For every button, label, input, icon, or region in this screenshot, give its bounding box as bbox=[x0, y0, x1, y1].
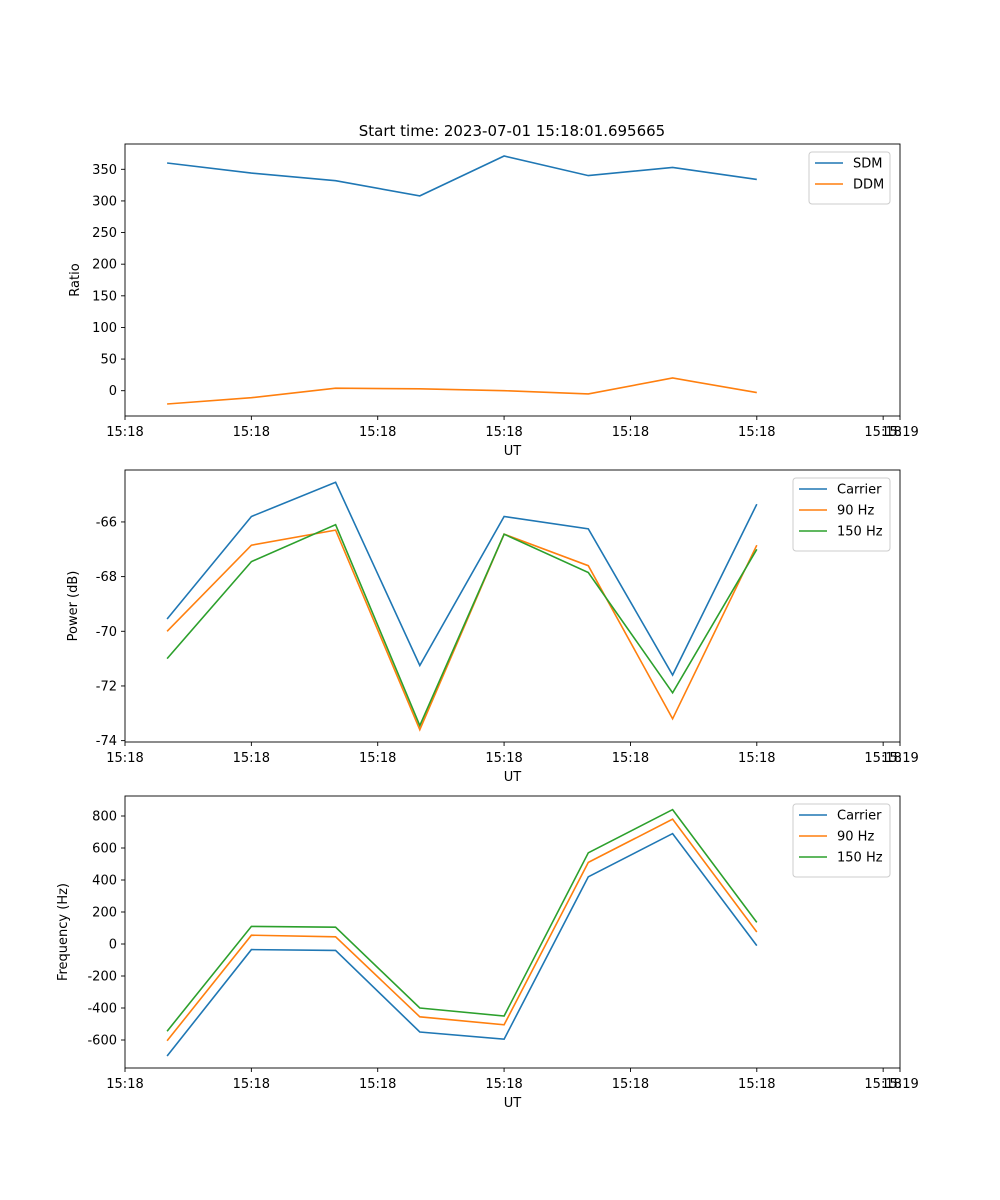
figure-title: Start time: 2023-07-01 15:18:01.695665 bbox=[359, 122, 665, 140]
x-tick-label: 15:18 bbox=[359, 425, 396, 440]
x-tick-label: 15:19 bbox=[881, 425, 918, 440]
legend-label-150-hz: 150 Hz bbox=[837, 851, 883, 866]
x-tick-label: 15:18 bbox=[106, 751, 143, 766]
y-tick-label: 0 bbox=[109, 938, 117, 953]
series-line-ddm bbox=[167, 377, 757, 405]
x-axis-label: UT bbox=[504, 770, 522, 785]
plot-frame bbox=[124, 795, 901, 1069]
y-tick-label: -600 bbox=[87, 1034, 117, 1049]
power-panel: -74 -72 -70 -68 -66 15:18 15:18 15:18 15:18 15:18… bbox=[66, 469, 919, 785]
x-tick-label: 15:18 bbox=[106, 1077, 143, 1092]
x-tick-label: 15:18 bbox=[485, 425, 522, 440]
plot-frame bbox=[124, 469, 901, 743]
x-tick-label: 15:18 bbox=[106, 425, 143, 440]
y-tick-label: 350 bbox=[92, 163, 117, 178]
x-tick-label: 15:18 bbox=[738, 425, 775, 440]
legend-box bbox=[808, 151, 891, 205]
legend-label-sdm: SDM bbox=[853, 157, 882, 172]
series-line-90-hz bbox=[166, 529, 758, 732]
x-tick-label: 15:18 bbox=[485, 751, 522, 766]
y-tick-label: -74 bbox=[96, 734, 117, 749]
y-tick-label: 200 bbox=[92, 906, 117, 921]
series-line-carrier bbox=[166, 481, 758, 677]
x-tick-label: 15:18 bbox=[612, 1077, 649, 1092]
series-line-sdm bbox=[167, 155, 757, 197]
series-line-150-hz bbox=[166, 808, 758, 1032]
x-tick-label: 15:18 bbox=[864, 425, 901, 440]
x-tick-label: 15:18 bbox=[359, 1077, 396, 1092]
y-tick-label: -72 bbox=[96, 679, 117, 694]
x-tick-label: 15:18 bbox=[612, 425, 649, 440]
y-tick-label: 0 bbox=[109, 384, 117, 399]
y-tick-label: 300 bbox=[92, 194, 117, 209]
legend-label-90-hz: 90 Hz bbox=[837, 504, 874, 519]
x-tick-label: 15:19 bbox=[881, 1077, 918, 1092]
x-axis-label: UT bbox=[504, 444, 522, 459]
y-tick-label: -68 bbox=[96, 570, 117, 585]
x-tick-label: 15:18 bbox=[612, 751, 649, 766]
series-line-90-hz bbox=[166, 818, 758, 1042]
y-tick-label: 200 bbox=[92, 258, 117, 273]
y-tick-label: -70 bbox=[96, 625, 117, 640]
legend: SDM DDM bbox=[808, 151, 891, 205]
x-tick-label: 15:18 bbox=[359, 751, 396, 766]
y-tick-label: 150 bbox=[92, 289, 117, 304]
y-tick-label: 800 bbox=[92, 810, 117, 825]
y-axis-label: Frequency (Hz) bbox=[56, 883, 71, 981]
x-axis-label: UT bbox=[504, 1096, 522, 1111]
legend-label-150-hz: 150 Hz bbox=[837, 525, 883, 540]
x-tick-label: 15:19 bbox=[881, 751, 918, 766]
legend-box bbox=[792, 477, 891, 552]
x-tick-label: 15:18 bbox=[864, 751, 901, 766]
x-tick-label: 15:18 bbox=[485, 1077, 522, 1092]
y-axis-label: Power (dB) bbox=[66, 571, 81, 642]
frequency-panel: -600 -400 -200 0 200 400 600 800 15:18 15:18 15:18… bbox=[56, 795, 919, 1111]
x-tick-label: 15:18 bbox=[233, 1077, 270, 1092]
legend-label-90-hz: 90 Hz bbox=[837, 830, 874, 845]
legend-box bbox=[792, 803, 891, 878]
y-tick-label: 100 bbox=[92, 321, 117, 336]
legend-label-carrier: Carrier bbox=[837, 483, 882, 498]
x-tick-label: 15:18 bbox=[233, 751, 270, 766]
y-tick-label: 50 bbox=[100, 353, 117, 368]
legend-label-carrier: Carrier bbox=[837, 809, 882, 824]
series-line-carrier bbox=[166, 832, 758, 1057]
plot-frame bbox=[124, 143, 901, 417]
series-line-150-hz bbox=[166, 523, 758, 728]
y-tick-label: 600 bbox=[92, 842, 117, 857]
y-tick-label: 400 bbox=[92, 874, 117, 889]
y-tick-label: -66 bbox=[96, 515, 117, 530]
x-tick-label: 15:18 bbox=[864, 1077, 901, 1092]
y-tick-label: -200 bbox=[87, 970, 117, 985]
legend: Carrier 90 Hz 150 Hz bbox=[792, 477, 891, 552]
y-tick-label: 250 bbox=[92, 226, 117, 241]
x-tick-label: 15:18 bbox=[738, 751, 775, 766]
legend-label-ddm: DDM bbox=[853, 178, 884, 193]
y-tick-label: -400 bbox=[87, 1002, 117, 1017]
y-axis-label: Ratio bbox=[68, 263, 83, 296]
legend: Carrier 90 Hz 150 Hz bbox=[792, 803, 891, 878]
x-tick-label: 15:18 bbox=[738, 1077, 775, 1092]
x-tick-label: 15:18 bbox=[233, 425, 270, 440]
